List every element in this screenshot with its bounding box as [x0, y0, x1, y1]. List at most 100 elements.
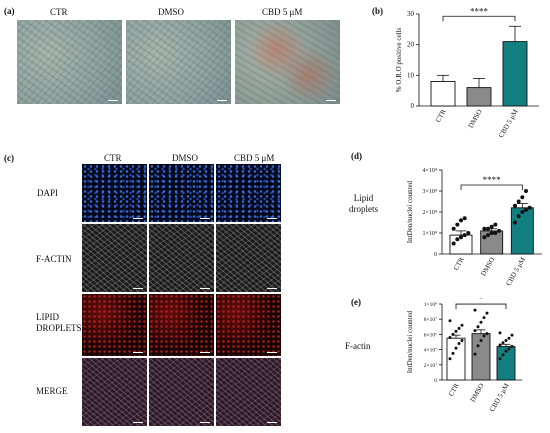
chart-e-point [482, 316, 486, 320]
chart-e-ytick-label: 0 [434, 378, 437, 384]
panel-c-row-label-merge: MERGE [36, 386, 68, 396]
fluor-actin-cbd [216, 224, 281, 292]
fluor-lipid-ctr [82, 294, 147, 356]
chart-d-point [513, 203, 517, 208]
chart-e: 0 2×10⁷ 4×10⁷ 6×10⁷ 8×10⁷ 1×10⁸ IntDen/nuclei … [406, 298, 522, 413]
fluor-merge-ctr [82, 358, 147, 426]
chart-e-point [485, 332, 489, 336]
chart-d-point [482, 226, 487, 231]
chart-d-point [466, 231, 471, 235]
chart-e-point [507, 347, 511, 351]
fluor-dapi-dmso [149, 164, 214, 222]
panel-c-row-label-lipid: LIPID DROPLETS [36, 312, 82, 333]
chart-d-bar [510, 207, 534, 255]
chart-e-point [460, 338, 464, 342]
chart-d-ytick-label: 4×10⁴ [423, 168, 437, 174]
chart-d-point [516, 214, 521, 219]
chart-d-point [520, 195, 525, 200]
chart-e-point [510, 333, 514, 337]
chart-e-point [451, 351, 455, 355]
chart-e-point [476, 325, 480, 329]
chart-e-point [460, 323, 464, 327]
fluor-merge-dmso [149, 358, 214, 426]
chart-d-ylabel: IntDen/nuclei counted [406, 180, 414, 243]
chart-e-point [473, 308, 477, 312]
chart-d-point [493, 222, 498, 227]
chart-d-ytick-label: 0 [434, 252, 437, 258]
chart-b-category-label: CTR [434, 108, 448, 124]
chart-d-category-label: DMSO [479, 256, 496, 278]
chart-d-ytick-label: 2×10⁴ [423, 210, 437, 216]
micrograph-ctr [17, 20, 122, 104]
chart-e-bar [471, 333, 491, 381]
panel-e-side-title: F-actin [345, 341, 371, 351]
chart-d-point [455, 237, 460, 242]
micrograph-cbd [235, 20, 340, 104]
chart-d-point [516, 199, 521, 204]
panel-a-col-label-0: CTR [50, 7, 68, 17]
chart-e-point [454, 329, 458, 333]
chart-b-ytick-label: 30 [407, 10, 415, 18]
chart-e-point [473, 329, 477, 333]
chart-e-point [498, 357, 502, 361]
fluor-dapi-ctr [82, 164, 147, 222]
chart-e-point [501, 353, 505, 357]
panel-c-row-label-dapi: DAPI [37, 188, 59, 198]
chart-e-point [510, 345, 514, 349]
chart-b-bar [466, 87, 492, 107]
chart-e-point [498, 331, 502, 335]
chart-d-point [459, 235, 463, 240]
chart-b: 0 10 20 30 % O.R.O positive cells CTR DMSO CBD … [395, 6, 539, 139]
fluor-lipid-dmso [149, 294, 214, 356]
panel-c-col-label-2: CBD 5 μM [234, 153, 275, 163]
panel-a-label: (a) [4, 6, 15, 16]
chart-b-ytick-label: 20 [407, 41, 415, 49]
panel-c-row-label-factin: F-ACTIN [36, 254, 72, 264]
chart-d-point [486, 233, 490, 238]
chart-d-point [489, 231, 494, 235]
chart-d-point [497, 228, 501, 233]
chart-d-point [486, 226, 490, 231]
chart-e-ytick-label: 8×10⁷ [424, 317, 437, 323]
chart-b-category-label: DMSO [467, 108, 484, 130]
chart-e-ytick-label: 2×10⁷ [424, 363, 437, 369]
chart-e-category-label: CTR [447, 382, 461, 398]
fluor-actin-ctr [82, 224, 147, 292]
chart-e-point [451, 332, 455, 336]
chart-e-point [457, 326, 461, 330]
chart-e-point [448, 357, 452, 361]
chart-d-sig-label: **** [483, 175, 502, 185]
chart-b-category-label: CBD 5 μM [497, 107, 520, 139]
chart-d-point [513, 220, 517, 225]
chart-d-point [527, 205, 532, 210]
chart-e-point [476, 344, 480, 348]
chart-e-point [507, 336, 511, 340]
chart-e-point [501, 341, 505, 345]
chart-d-point [462, 216, 467, 221]
panel-a-col-label-1: DMSO [158, 7, 185, 17]
chart-e-point [479, 338, 483, 342]
panel-e-label: (e) [351, 297, 361, 307]
chart-d-sig-bracket [460, 184, 523, 190]
panel-c-label: (c) [4, 153, 14, 163]
fluor-dapi-cbd [216, 164, 281, 222]
chart-d: 0 1×10⁴ 2×10⁴ 3×10⁴ 4×10⁴ IntDen/nuclei count… [406, 168, 542, 287]
chart-e-point [448, 319, 452, 323]
chart-e-point [448, 335, 452, 339]
chart-e-bar [446, 337, 466, 381]
chart-b-bar [430, 81, 456, 107]
chart-d-ytick-label: 1×10⁴ [423, 231, 437, 237]
chart-b-ytick-label: 0 [411, 102, 415, 110]
fluor-lipid-cbd [216, 294, 281, 356]
panel-d-side-title: Lipid droplets [349, 193, 378, 214]
chart-b-ytick-label: 10 [407, 71, 415, 79]
chart-b-ylabel: % O.R.O positive cells [395, 28, 403, 93]
chart-d-point [524, 189, 528, 193]
chart-d-category-label: CBD 5 μM [504, 255, 527, 287]
panel-d-label: (d) [351, 151, 362, 161]
chart-d-point [520, 210, 525, 214]
chart-e-ylabel: IntDen/nuclei counted [406, 310, 414, 373]
fluor-merge-cbd [216, 358, 281, 426]
chart-d-point [455, 222, 460, 227]
chart-e-point [485, 311, 489, 315]
